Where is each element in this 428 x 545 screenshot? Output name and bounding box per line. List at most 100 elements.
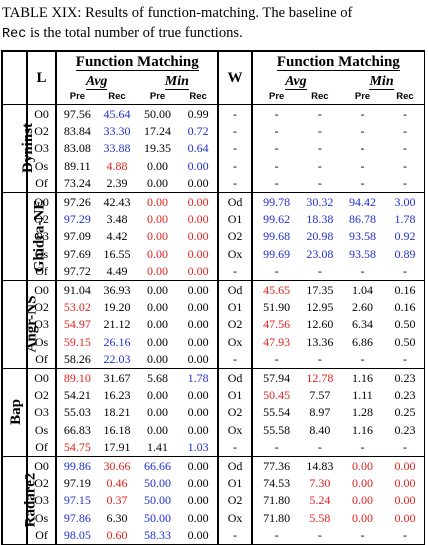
opt-level-cell: O0	[25, 191, 57, 211]
value-cell: 89.10	[55, 367, 98, 387]
value-cell: 0.00	[187, 334, 209, 349]
value-cell: 12.95	[306, 299, 334, 314]
value-cell: 21.12	[103, 317, 131, 332]
header-group-left: Function Matching	[55, 50, 219, 74]
value-cell: -	[317, 440, 322, 455]
value-cell: 97.15	[55, 491, 98, 509]
value-cell: 0.00	[187, 176, 209, 191]
caption-rec-code: Rec	[2, 27, 27, 42]
value-cell: 31.67	[97, 367, 137, 387]
tool-label: Radare2	[1, 455, 38, 545]
value-cell: 0.00	[187, 264, 209, 279]
opt-level-cell: O2	[217, 315, 252, 334]
opt-level-cell: O2	[217, 491, 252, 509]
opt-level-cell: Os	[25, 157, 57, 175]
value-cell: -	[300, 104, 340, 123]
value-cell: 93.58	[349, 246, 377, 261]
header-group-right: Function Matching	[250, 50, 425, 74]
value-cell: -	[360, 176, 365, 191]
value-cell: 7.30	[309, 475, 331, 490]
value-cell: 73.24	[55, 174, 98, 193]
value-cell: 0.00	[187, 299, 209, 314]
value-cell: 0.99	[178, 104, 219, 123]
table-row: Radare2 O0 99.86 30.66 66.66 0.00 Od 77.36 14.83…	[1, 455, 425, 545]
value-cell: 30.32	[300, 191, 340, 211]
value-cell: 0.72	[187, 124, 209, 139]
value-cell: 97.26	[55, 191, 98, 211]
value-cell: 0.00	[147, 176, 169, 191]
value-cell: 0.00	[187, 212, 209, 227]
value-cell: 99.62	[250, 210, 301, 228]
table-row: Bap O0 89.10 31.67 5.68 1.78 Od 57.94 12.78 1.16 0…	[1, 367, 425, 457]
value-cell: -	[250, 262, 301, 281]
value-cell: 97.09	[55, 227, 98, 246]
header-avg-right: Avg	[250, 74, 340, 90]
tool-label: Ghidra-NE	[1, 191, 47, 281]
opt-level-cell: -	[217, 438, 252, 457]
value-cell: 99.78	[250, 191, 301, 211]
opt-level-cell: O0	[25, 367, 57, 387]
value-cell: 51.90	[250, 298, 301, 316]
value-cell: 0.92	[385, 227, 425, 246]
value-cell: 0.00	[147, 229, 169, 244]
value-cell: 0.00	[339, 455, 386, 475]
table-row: O3 97.15 0.37 50.00 0.00 O2 71.80 5.24 0.00 0.00	[2, 491, 425, 509]
value-cell: 0.25	[385, 403, 425, 422]
value-cell: 97.29	[55, 210, 98, 228]
value-cell: 4.42	[106, 229, 128, 244]
opt-level-cell: O3	[25, 491, 57, 509]
value-cell: 55.54	[250, 403, 301, 422]
value-cell: -	[317, 264, 322, 279]
value-cell: 1.41	[147, 440, 169, 455]
tool-label: Dyninst	[1, 104, 36, 193]
value-cell: 0.00	[136, 191, 179, 211]
value-cell: 97.72	[55, 262, 98, 281]
value-cell: 3.00	[385, 191, 425, 211]
opt-level-cell: Os	[25, 421, 57, 439]
value-cell: -	[317, 176, 322, 191]
value-cell: 0.00	[187, 405, 209, 420]
value-cell: -	[250, 139, 301, 158]
col-rec: Rec	[108, 91, 126, 102]
value-cell: 18.38	[306, 212, 334, 227]
value-cell: 54.97	[55, 315, 98, 334]
opt-level-cell: O3	[25, 315, 57, 334]
table-row: Os 66.83 16.18 0.00 0.00 Ox 55.58 8.40 1.16 0.23	[2, 421, 425, 439]
value-cell: -	[250, 438, 301, 457]
value-cell: 0.00	[147, 158, 169, 173]
value-cell: 99.68	[250, 227, 301, 246]
opt-level-cell: O0	[25, 455, 57, 475]
caption-line-2: is the total number of true functions.	[26, 25, 243, 41]
opt-level-cell: Os	[25, 245, 57, 263]
value-cell: -	[339, 526, 386, 545]
value-cell: -	[360, 124, 365, 139]
value-cell: 94.42	[339, 191, 386, 211]
value-cell: 47.93	[250, 333, 301, 351]
value-cell: 99.86	[55, 455, 98, 475]
table-row: O3 55.03 18.21 0.00 0.00 O2 55.54 8.97 1.28 0.25	[2, 403, 425, 422]
col-pre: Pre	[55, 90, 98, 105]
opt-level-cell: O3	[25, 139, 57, 158]
opt-level-cell: O2	[25, 210, 57, 228]
value-cell: 97.86	[55, 508, 98, 527]
value-cell: 0.00	[187, 422, 209, 437]
opt-level-cell: O1	[217, 474, 252, 492]
value-cell: 50.45	[250, 386, 301, 404]
col-pre: Pre	[250, 90, 301, 105]
value-cell: 0.00	[147, 246, 169, 261]
value-cell: 0.00	[178, 191, 219, 211]
value-cell: 3.48	[106, 212, 128, 227]
caption-line-1: TABLE XIX: Results of function-matching.…	[2, 5, 353, 21]
table-row: Of 54.75 17.91 1.41 1.03- - - - -	[2, 438, 425, 457]
value-cell: 19.20	[103, 299, 131, 314]
table-row: Ghidra-NE O0 97.26 42.43 0.00 0.00 Od 99.78 30.3…	[1, 191, 425, 281]
opt-level-cell: -	[217, 122, 252, 140]
value-cell: -	[360, 440, 365, 455]
opt-level-cell: Of	[25, 526, 57, 545]
table-row: O2 97.19 0.46 50.00 0.00 O1 74.53 7.30 0.00 0.00	[2, 474, 425, 492]
opt-level-cell: Os	[25, 333, 57, 351]
value-cell: 1.11	[352, 387, 373, 402]
value-cell: 0.00	[178, 279, 219, 299]
value-cell: 0.00	[147, 334, 169, 349]
value-cell: 0.16	[385, 298, 425, 316]
